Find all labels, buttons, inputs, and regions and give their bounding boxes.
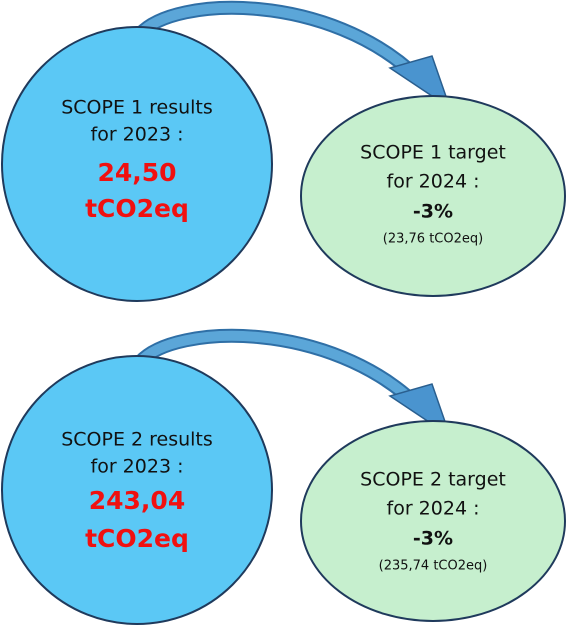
arrow-highlight (136, 330, 422, 410)
target-note: (23,76 tCO2eq) (383, 232, 483, 247)
target-circle (300, 95, 566, 297)
result-value: 24,50 (97, 158, 176, 187)
result-value: 243,04 (89, 486, 185, 515)
target-change: -3% (413, 528, 453, 550)
result-circle (1, 355, 273, 625)
result-label: SCOPE 1 results (61, 97, 213, 119)
target-circle (300, 420, 566, 622)
result-label: for 2023 : (91, 124, 184, 146)
result-label: SCOPE 2 results (61, 429, 213, 451)
target-label: SCOPE 1 target (360, 142, 506, 164)
target-change: -3% (413, 201, 453, 223)
result-unit: tCO2eq (85, 194, 189, 223)
target-label: for 2024 : (387, 171, 480, 193)
arrow-highlight (136, 2, 422, 82)
result-unit: tCO2eq (85, 524, 189, 553)
target-note: (235,74 tCO2eq) (379, 559, 488, 574)
result-label: for 2023 : (91, 456, 184, 478)
arrow-head (388, 55, 452, 110)
result-circle (1, 26, 273, 302)
target-label: SCOPE 2 target (360, 469, 506, 491)
target-label: for 2024 : (387, 498, 480, 520)
scope-2-block: SCOPE 2 results for 2023 : 243,04 tCO2eq… (1, 328, 566, 625)
scope-1-block: SCOPE 1 results for 2023 : 24,50 tCO2eq … (1, 0, 566, 302)
